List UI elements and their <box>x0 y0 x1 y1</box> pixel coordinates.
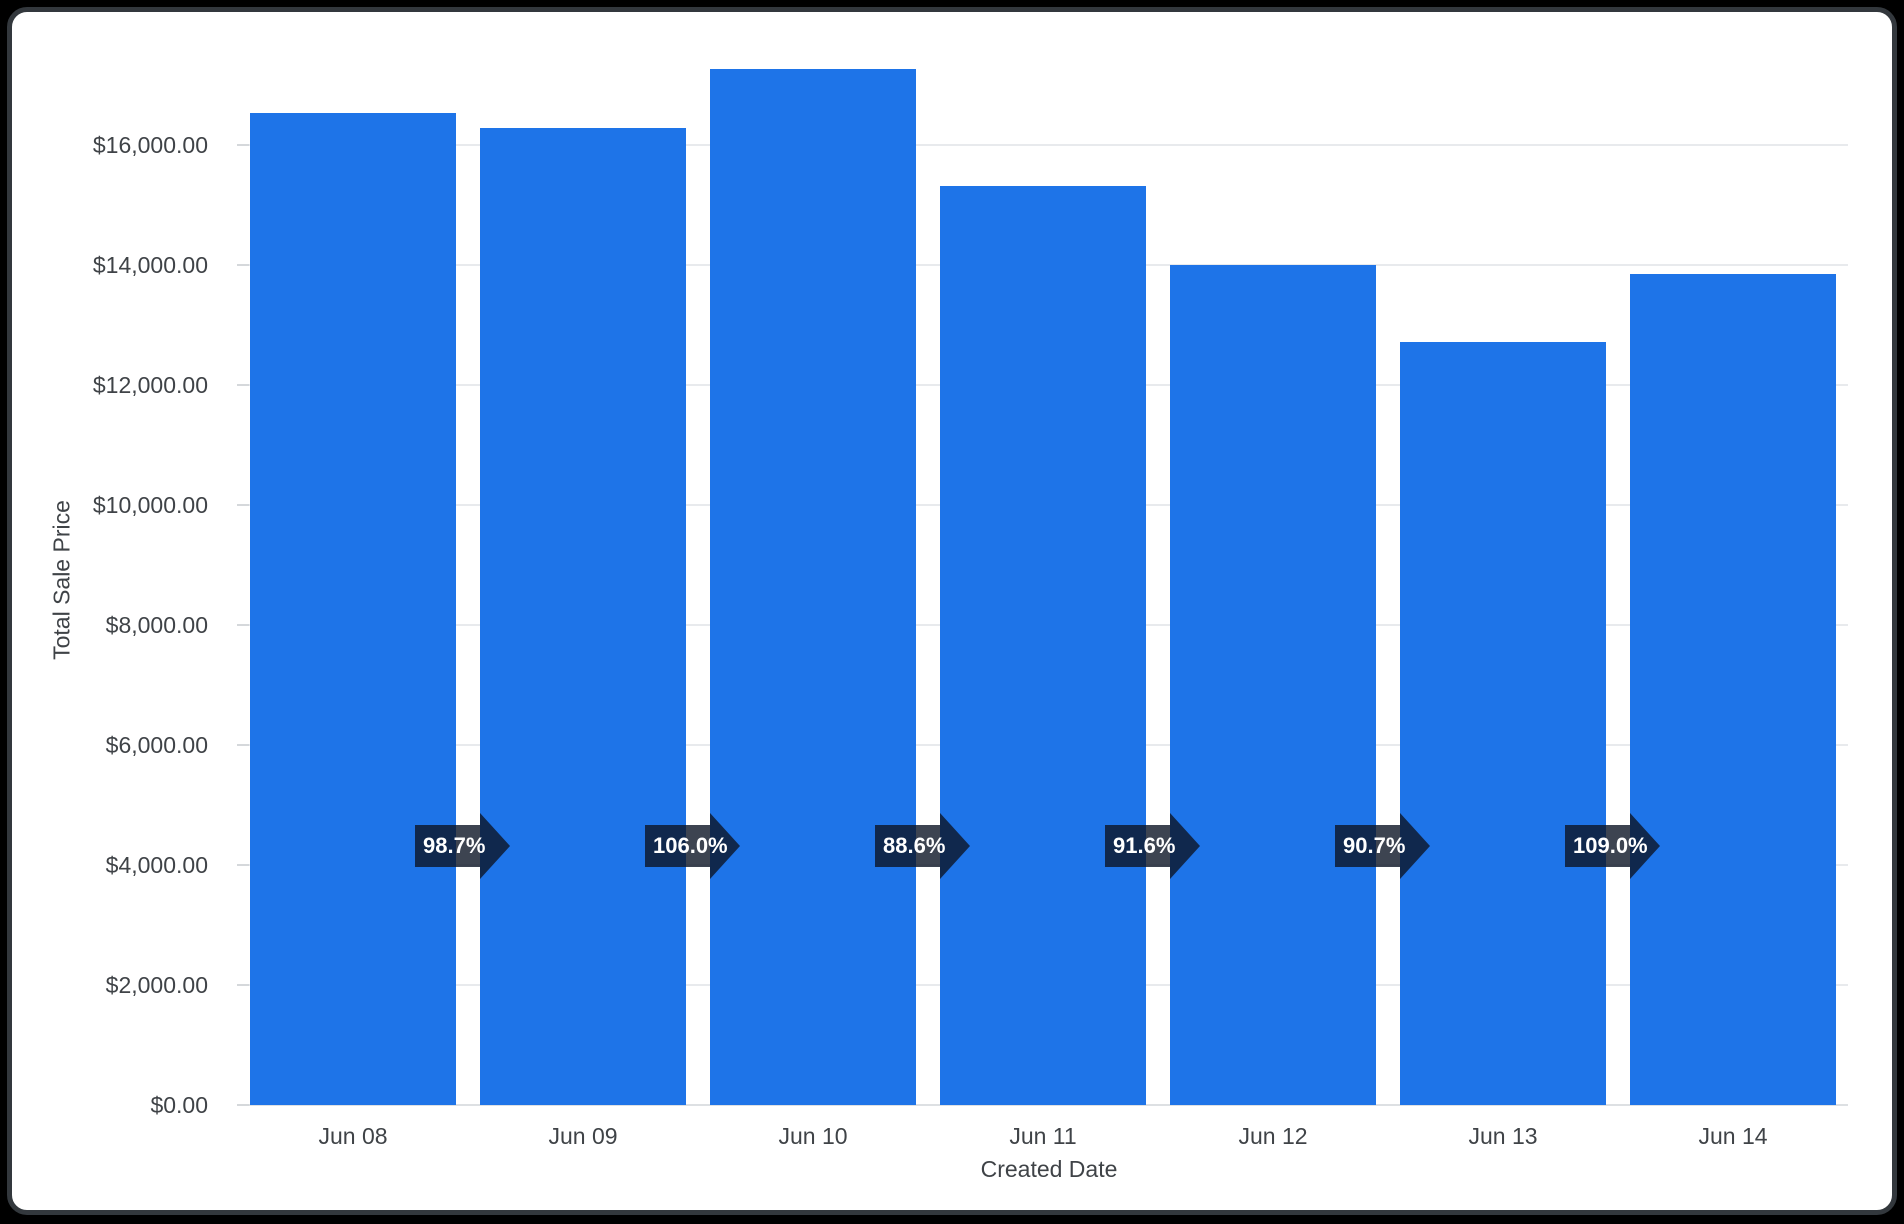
y-axis-tick <box>237 744 249 746</box>
y-axis-tick-label: $14,000.00 <box>92 252 208 278</box>
x-axis-tick-label: Jun 11 <box>1009 1123 1077 1149</box>
bar-jun-09[interactable] <box>480 128 686 1105</box>
growth-badge-body: 106.0% <box>645 825 728 867</box>
y-axis-tick-label: $10,000.00 <box>92 492 208 518</box>
y-axis-tick <box>237 504 249 506</box>
growth-percentage: 91.6% <box>1113 833 1176 858</box>
y-axis-tick <box>237 144 249 146</box>
y-axis-tick-label: $12,000.00 <box>92 372 208 398</box>
bar-jun-13[interactable] <box>1400 342 1606 1105</box>
y-axis-tick <box>237 984 249 986</box>
growth-percentage: 106.0% <box>653 833 728 858</box>
x-axis-tick-label: Jun 14 <box>1698 1123 1768 1149</box>
y-axis-tick <box>237 1104 249 1106</box>
bar-jun-14[interactable] <box>1630 274 1836 1105</box>
growth-badge-body: 98.7% <box>415 825 485 867</box>
growth-badge-body: 109.0% <box>1565 825 1648 867</box>
growth-arrow-badge: 109.0% <box>1565 813 1660 879</box>
x-axis-tick-label: Jun 10 <box>778 1123 848 1149</box>
growth-percentage: 88.6% <box>883 833 946 858</box>
x-axis-tick-label: Jun 09 <box>548 1123 618 1149</box>
growth-arrow-badge: 90.7% <box>1335 813 1430 879</box>
x-axis-tick-label: Jun 13 <box>1468 1123 1538 1149</box>
growth-arrow-badge: 91.6% <box>1105 813 1200 879</box>
growth-percentage: 109.0% <box>1573 833 1648 858</box>
growth-arrow-badge: 106.0% <box>645 813 740 879</box>
arrow-right-icon <box>710 813 740 879</box>
bar-jun-12[interactable] <box>1170 265 1376 1105</box>
y-axis-tick-label: $0.00 <box>150 1092 208 1118</box>
x-axis-tick-label: Jun 12 <box>1238 1123 1308 1149</box>
gridline <box>249 144 1848 146</box>
y-axis-tick-label: $6,000.00 <box>105 732 208 758</box>
growth-arrow-badge: 88.6% <box>875 813 970 879</box>
growth-badge-body: 88.6% <box>875 825 945 867</box>
growth-percentage: 90.7% <box>1343 833 1406 858</box>
arrow-right-icon <box>1400 813 1430 879</box>
growth-arrow-badge: 98.7% <box>415 813 510 879</box>
y-axis-tick <box>237 624 249 626</box>
y-axis-tick <box>237 864 249 866</box>
gridline <box>249 1104 1848 1106</box>
arrow-right-icon <box>1630 813 1660 879</box>
bar-jun-10[interactable] <box>710 69 916 1105</box>
y-axis-tick-label: $2,000.00 <box>105 972 208 998</box>
y-axis-tick <box>237 264 249 266</box>
y-axis-tick-label: $16,000.00 <box>92 132 208 158</box>
growth-badge-body: 90.7% <box>1335 825 1405 867</box>
growth-percentage: 98.7% <box>423 833 486 858</box>
arrow-right-icon <box>480 813 510 879</box>
bar-jun-08[interactable] <box>250 113 456 1105</box>
y-axis-tick-label: $4,000.00 <box>105 852 208 878</box>
growth-badge-body: 91.6% <box>1105 825 1175 867</box>
y-axis-tick <box>237 384 249 386</box>
arrow-right-icon <box>940 813 970 879</box>
x-axis-tick-label: Jun 08 <box>318 1123 388 1149</box>
y-axis-tick-label: $8,000.00 <box>105 612 208 638</box>
x-axis-title: Created Date <box>980 1156 1118 1182</box>
bar-jun-11[interactable] <box>940 186 1146 1105</box>
arrow-right-icon <box>1170 813 1200 879</box>
